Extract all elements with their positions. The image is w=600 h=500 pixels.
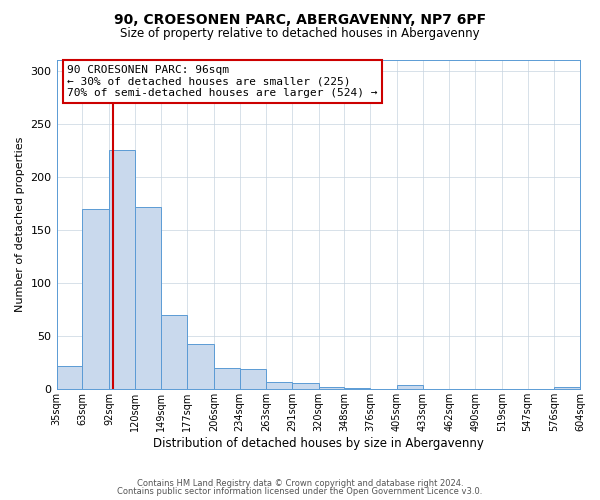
Bar: [319, 387, 344, 390]
Bar: [82, 208, 109, 390]
Bar: [397, 385, 422, 390]
Text: Contains public sector information licensed under the Open Government Licence v3: Contains public sector information licen…: [118, 487, 482, 496]
Bar: [344, 388, 370, 390]
Y-axis label: Number of detached properties: Number of detached properties: [15, 137, 25, 312]
Bar: [239, 369, 266, 390]
Bar: [266, 382, 292, 390]
Bar: [109, 150, 135, 390]
Bar: [214, 368, 239, 390]
Bar: [554, 387, 580, 390]
Text: 90, CROESONEN PARC, ABERGAVENNY, NP7 6PF: 90, CROESONEN PARC, ABERGAVENNY, NP7 6PF: [114, 12, 486, 26]
Bar: [135, 206, 161, 390]
Text: 90 CROESONEN PARC: 96sqm
← 30% of detached houses are smaller (225)
70% of semi-: 90 CROESONEN PARC: 96sqm ← 30% of detach…: [67, 65, 377, 98]
Bar: [187, 344, 214, 390]
Bar: [292, 383, 319, 390]
Bar: [161, 315, 187, 390]
X-axis label: Distribution of detached houses by size in Abergavenny: Distribution of detached houses by size …: [153, 437, 484, 450]
Bar: [56, 366, 82, 390]
Text: Contains HM Land Registry data © Crown copyright and database right 2024.: Contains HM Land Registry data © Crown c…: [137, 478, 463, 488]
Text: Size of property relative to detached houses in Abergavenny: Size of property relative to detached ho…: [120, 28, 480, 40]
